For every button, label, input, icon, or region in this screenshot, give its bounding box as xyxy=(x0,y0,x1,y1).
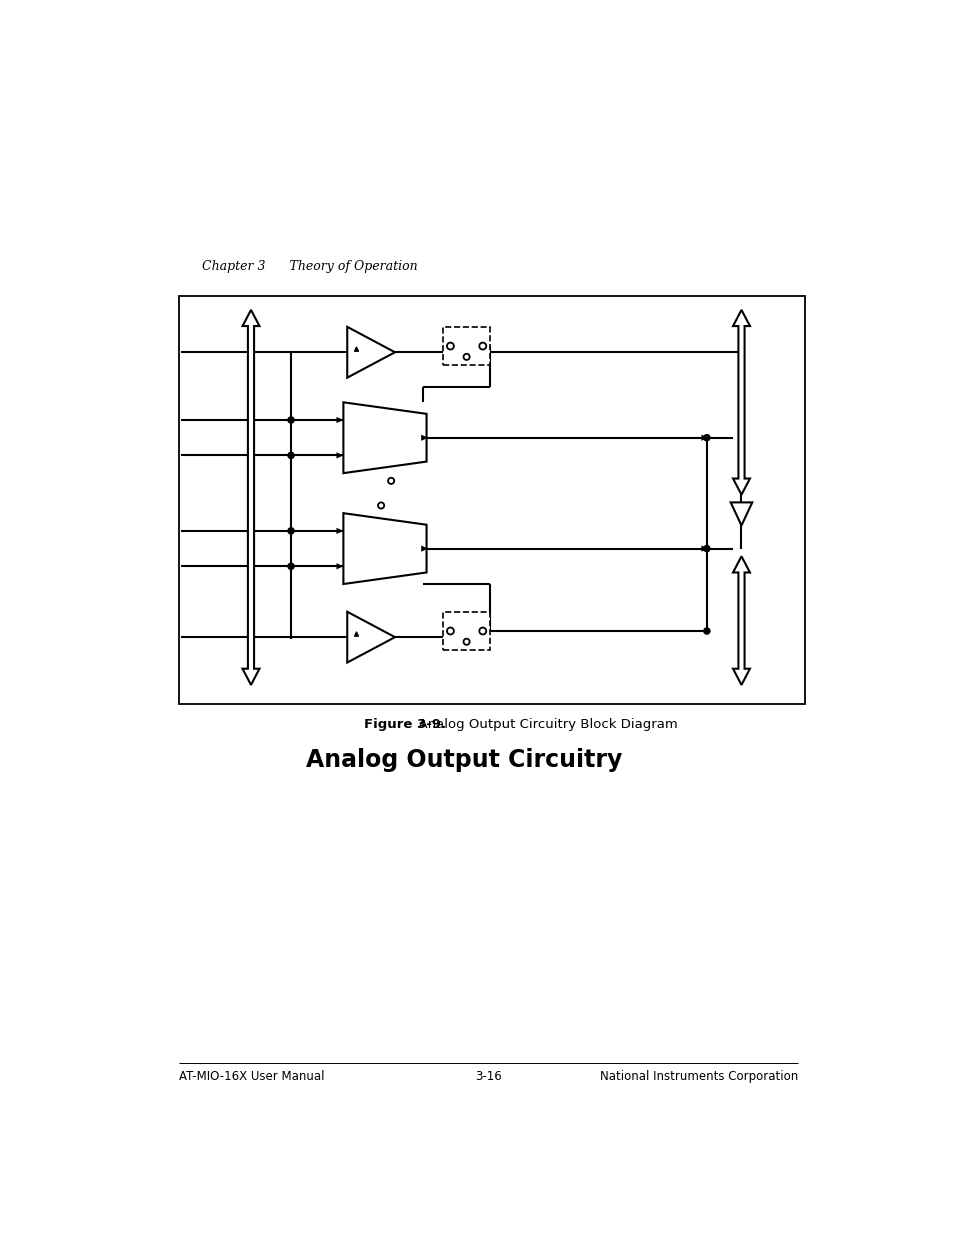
Text: Analog Output Circuitry: Analog Output Circuitry xyxy=(306,748,622,772)
Text: National Instruments Corporation: National Instruments Corporation xyxy=(599,1070,798,1083)
Polygon shape xyxy=(732,556,749,685)
Polygon shape xyxy=(336,527,343,534)
Text: AT-MIO-16X User Manual: AT-MIO-16X User Manual xyxy=(179,1070,325,1083)
Circle shape xyxy=(703,435,709,441)
Text: Analog Output Circuitry Block Diagram: Analog Output Circuitry Block Diagram xyxy=(410,718,678,731)
Bar xyxy=(442,327,490,366)
Polygon shape xyxy=(700,546,708,552)
Bar xyxy=(442,611,490,651)
Circle shape xyxy=(703,546,709,552)
Text: 3-16: 3-16 xyxy=(475,1070,502,1083)
Circle shape xyxy=(288,563,294,569)
Polygon shape xyxy=(732,310,749,495)
Polygon shape xyxy=(420,435,428,441)
Circle shape xyxy=(288,417,294,424)
Polygon shape xyxy=(336,452,343,458)
Polygon shape xyxy=(420,546,428,552)
Polygon shape xyxy=(343,403,426,473)
Circle shape xyxy=(288,452,294,458)
Polygon shape xyxy=(700,435,708,441)
Polygon shape xyxy=(347,327,395,378)
Polygon shape xyxy=(347,611,395,662)
Polygon shape xyxy=(343,514,426,584)
Bar xyxy=(179,296,803,704)
Polygon shape xyxy=(336,563,343,569)
Text: Chapter 3      Theory of Operation: Chapter 3 Theory of Operation xyxy=(202,259,417,273)
Circle shape xyxy=(288,527,294,534)
Polygon shape xyxy=(730,503,752,526)
Text: Figure 3-9.: Figure 3-9. xyxy=(364,718,446,731)
Polygon shape xyxy=(336,417,343,424)
Polygon shape xyxy=(242,310,259,685)
Circle shape xyxy=(703,627,709,634)
